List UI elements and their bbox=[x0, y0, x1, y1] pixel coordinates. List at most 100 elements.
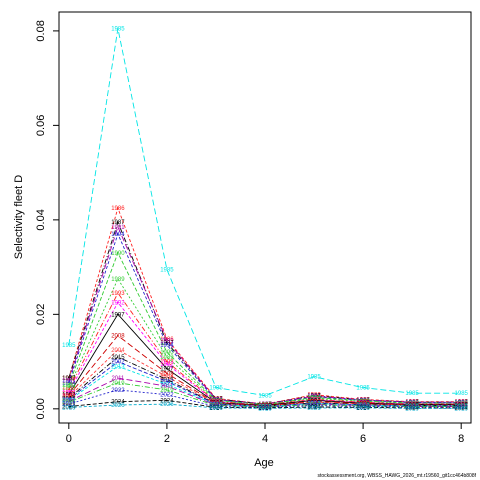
point-label-2013: 2013 bbox=[209, 403, 223, 409]
point-label-1993: 1993 bbox=[209, 400, 223, 406]
point-label-1989: 1989 bbox=[62, 386, 76, 392]
point-label-1992: 1992 bbox=[258, 404, 272, 410]
point-label-2004: 2004 bbox=[258, 404, 272, 410]
point-label-2011: 2011 bbox=[62, 399, 76, 405]
point-label-2024: 2024 bbox=[455, 406, 469, 412]
point-label-2002: 2002 bbox=[455, 404, 469, 410]
point-label-2015: 2015 bbox=[62, 396, 76, 402]
point-label-2002: 2002 bbox=[160, 379, 174, 385]
point-label-1987: 1987 bbox=[62, 376, 76, 382]
point-label-2024: 2024 bbox=[356, 405, 370, 411]
point-label-1992: 1992 bbox=[356, 401, 370, 407]
point-label-2008: 2008 bbox=[62, 394, 76, 400]
point-label-2024: 2024 bbox=[258, 406, 272, 412]
y-axis: 0.00 0.02 0.04 0.06 0.08 bbox=[35, 20, 59, 420]
point-label-2022: 2022 bbox=[62, 402, 76, 408]
point-label-1986: 1986 bbox=[160, 337, 174, 343]
point-label-1987: 1987 bbox=[160, 341, 174, 347]
point-label-2013: 2013 bbox=[160, 382, 174, 388]
point-label-1997: 1997 bbox=[62, 393, 76, 399]
point-label-2013: 2013 bbox=[258, 405, 272, 411]
point-label-1990: 1990 bbox=[307, 396, 321, 402]
point-label-2015: 2015 bbox=[209, 402, 223, 408]
point-label-1992: 1992 bbox=[209, 400, 223, 406]
point-label-1992: 1992 bbox=[160, 362, 174, 368]
y-tick-label: 0.00 bbox=[35, 398, 47, 419]
point-label-2008: 2008 bbox=[455, 403, 469, 409]
footnote: stockassessment.org, WBSS_HAWG_2026_mt.r… bbox=[317, 473, 476, 479]
point-label-2008: 2008 bbox=[356, 402, 370, 408]
point-label-1997: 1997 bbox=[405, 403, 419, 409]
point-label-1987: 1987 bbox=[356, 398, 370, 404]
point-label-2022: 2022 bbox=[160, 393, 174, 399]
point-label-2019: 2019 bbox=[455, 405, 469, 411]
point-label-2015: 2015 bbox=[405, 404, 419, 410]
point-label-2019: 2019 bbox=[160, 388, 174, 394]
point-label-1991: 1991 bbox=[209, 397, 223, 403]
point-label-1991: 1991 bbox=[356, 398, 370, 404]
point-label-1997: 1997 bbox=[160, 367, 174, 373]
point-label-2013: 2013 bbox=[62, 398, 76, 404]
point-label-2019: 2019 bbox=[258, 405, 272, 411]
x-tick-label: 6 bbox=[360, 433, 366, 445]
point-label-1989: 1989 bbox=[209, 399, 223, 405]
point-label-1985: 1985 bbox=[160, 268, 174, 274]
point-label-1985: 1985 bbox=[62, 343, 76, 349]
point-label-1990: 1990 bbox=[160, 350, 174, 356]
point-label-1997: 1997 bbox=[258, 404, 272, 410]
point-label-1985: 1985 bbox=[209, 386, 223, 392]
point-label-2019: 2019 bbox=[62, 400, 76, 406]
point-label-1991: 1991 bbox=[111, 225, 125, 231]
point-label-1991: 1991 bbox=[258, 402, 272, 408]
series-line-2024 bbox=[68, 399, 462, 409]
point-label-2011: 2011 bbox=[160, 384, 174, 390]
point-label-2022: 2022 bbox=[307, 404, 321, 410]
point-label-1985: 1985 bbox=[405, 391, 419, 397]
y-tick-label: 0.06 bbox=[35, 115, 47, 136]
point-label-2002: 2002 bbox=[405, 404, 419, 410]
point-label-2022: 2022 bbox=[356, 405, 370, 411]
point-label-1997: 1997 bbox=[455, 403, 469, 409]
point-label-1997: 1997 bbox=[307, 398, 321, 404]
point-label-2002: 2002 bbox=[62, 397, 76, 403]
series-line-1990 bbox=[68, 251, 462, 406]
point-label-1987: 1987 bbox=[307, 394, 321, 400]
point-label-2008: 2008 bbox=[160, 371, 174, 377]
point-label-1987: 1987 bbox=[111, 220, 125, 226]
point-label-2002: 2002 bbox=[111, 360, 125, 366]
point-label-1991: 1991 bbox=[455, 400, 469, 406]
point-label-2008: 2008 bbox=[405, 403, 419, 409]
point-label-1992: 1992 bbox=[307, 398, 321, 404]
point-label-1994: 1994 bbox=[258, 403, 272, 409]
point-label-1990: 1990 bbox=[405, 401, 419, 407]
point-label-2013: 2013 bbox=[455, 404, 469, 410]
point-label-1994: 1994 bbox=[62, 381, 76, 387]
point-label-2002: 2002 bbox=[209, 402, 223, 408]
point-label-2015: 2015 bbox=[160, 378, 174, 384]
y-axis-title: Selectivity fleet D bbox=[13, 175, 25, 259]
point-label-2015: 2015 bbox=[258, 405, 272, 411]
point-label-2002: 2002 bbox=[356, 403, 370, 409]
point-label-1993: 1993 bbox=[258, 403, 272, 409]
x-tick-label: 2 bbox=[164, 433, 170, 445]
point-label-1986: 1986 bbox=[258, 402, 272, 408]
point-label-2008: 2008 bbox=[258, 404, 272, 410]
point-label-1987: 1987 bbox=[258, 402, 272, 408]
x-tick-label: 0 bbox=[66, 433, 72, 445]
point-label-2024: 2024 bbox=[62, 405, 76, 411]
point-label-2004: 2004 bbox=[455, 404, 469, 410]
point-label-1994: 1994 bbox=[307, 395, 321, 401]
point-label-2008: 2008 bbox=[307, 399, 321, 405]
point-label-1994: 1994 bbox=[455, 401, 469, 407]
point-label-1993: 1993 bbox=[111, 291, 125, 297]
point-label-2022: 2022 bbox=[405, 405, 419, 411]
point-label-2022: 2022 bbox=[258, 405, 272, 411]
point-label-1990: 1990 bbox=[62, 383, 76, 389]
point-label-2015: 2015 bbox=[111, 355, 125, 361]
point-label-2024: 2024 bbox=[209, 405, 223, 411]
point-label-2013: 2013 bbox=[111, 364, 125, 370]
point-label-1991: 1991 bbox=[307, 394, 321, 400]
point-label-1985: 1985 bbox=[455, 391, 469, 397]
point-label-1993: 1993 bbox=[160, 360, 174, 366]
